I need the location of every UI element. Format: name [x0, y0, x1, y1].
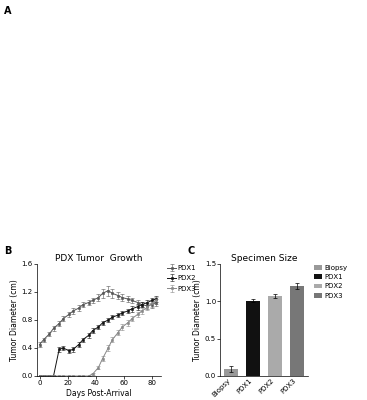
- Title: PDX Tumor  Growth: PDX Tumor Growth: [55, 254, 143, 263]
- Bar: [246, 300, 261, 376]
- Text: B: B: [4, 246, 11, 256]
- Legend: Biopsy, PDX1, PDX2, PDX3: Biopsy, PDX1, PDX2, PDX3: [315, 265, 347, 299]
- Bar: [224, 368, 239, 376]
- Text: C: C: [187, 246, 195, 256]
- Y-axis label: Tumor Diameter (cm): Tumor Diameter (cm): [10, 279, 18, 361]
- Legend: PDX1, PDX2, PDX3: PDX1, PDX2, PDX3: [167, 265, 196, 292]
- Y-axis label: Tumor Diameter (cm): Tumor Diameter (cm): [193, 279, 202, 361]
- X-axis label: Days Post-Arrival: Days Post-Arrival: [66, 389, 132, 398]
- Text: A: A: [4, 6, 11, 16]
- Bar: [268, 296, 282, 376]
- Bar: [290, 286, 304, 376]
- Title: Specimen Size: Specimen Size: [231, 254, 298, 263]
